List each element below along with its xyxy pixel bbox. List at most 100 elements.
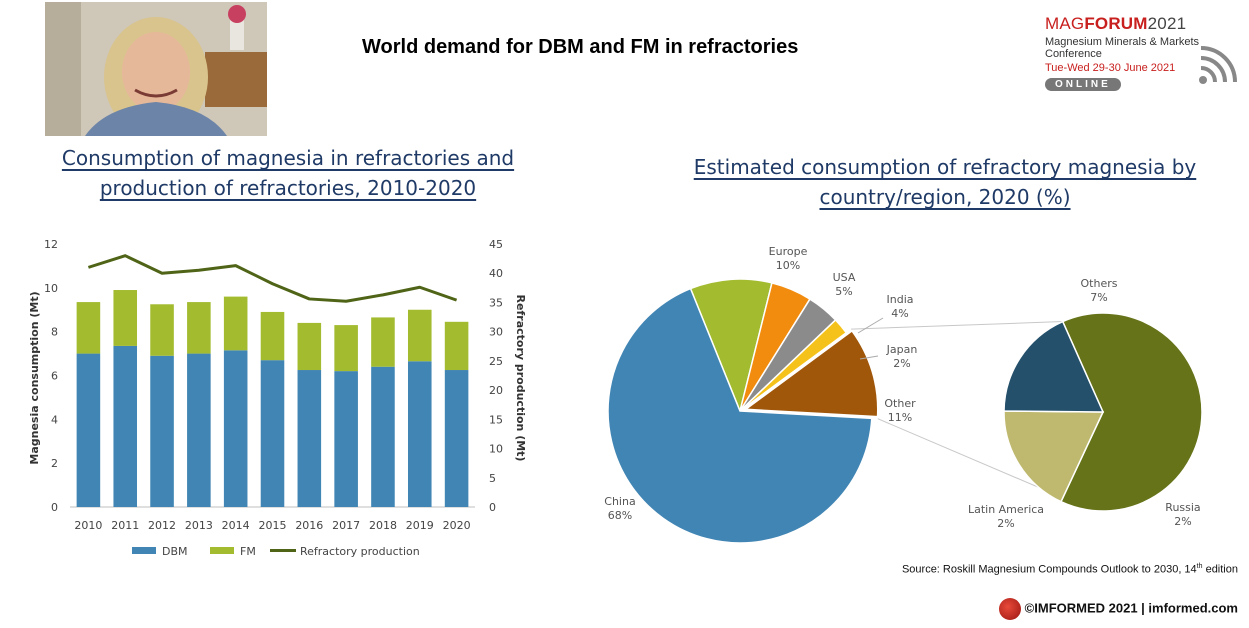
y-tick-label: 2 — [51, 457, 58, 470]
y2-tick-label: 10 — [489, 443, 503, 456]
pie-value-label: 4% — [891, 307, 908, 320]
y2-tick-label: 0 — [489, 501, 496, 514]
other-breakdown-pie — [1003, 312, 1203, 512]
pie-label: USA — [833, 271, 856, 284]
pie-leader-line — [857, 317, 884, 334]
x-tick-label: 2012 — [148, 519, 176, 532]
x-tick-label: 2015 — [259, 519, 287, 532]
bar-dbm — [223, 350, 248, 507]
legend-label: FM — [240, 545, 256, 558]
x-tick-label: 2019 — [406, 519, 434, 532]
y2-tick-label: 20 — [489, 384, 503, 397]
pie-value-label: 10% — [776, 259, 800, 272]
magnesia-by-region-pie-chart: Europe10%USA5%India4%Japan2%Other11%Chin… — [604, 245, 1203, 544]
bar-fm — [297, 322, 322, 371]
pie-label: China — [604, 495, 635, 508]
bar-fm — [260, 311, 285, 361]
y2-tick-label: 40 — [489, 267, 503, 280]
pie-value-label: 5% — [835, 285, 852, 298]
y2-axis-label: Refractory production (Mt) — [514, 295, 527, 462]
pie-label: Europe — [769, 245, 808, 258]
bar-dbm — [187, 353, 211, 507]
subpie-value-label: 7% — [1090, 291, 1107, 304]
subpie-value-label: 2% — [1174, 515, 1191, 528]
y-tick-label: 6 — [51, 370, 58, 383]
presenter-webcam-video — [45, 2, 267, 136]
bar-dbm — [334, 371, 358, 507]
subpie-label: Latin America — [968, 503, 1044, 516]
y-tick-label: 4 — [51, 413, 58, 426]
y-axis-label: Magnesia consumption (Mt) — [28, 291, 41, 464]
bar-fm — [187, 302, 211, 354]
bar-dbm — [76, 353, 101, 507]
subpie-slice-others — [1060, 312, 1203, 512]
magnesia-consumption-bar-chart: 0 2 4 6 8 10 12 0 5 10 15 20 25 30 35 40 45 2010 2011 2012 2… — [28, 238, 527, 558]
pie-slice-other — [743, 329, 879, 418]
bar-dbm — [297, 370, 322, 507]
bar-fm — [76, 302, 101, 354]
left-chart-subtitle: Consumption of magnesia in refractories … — [61, 146, 515, 200]
legend-swatch — [132, 547, 156, 554]
pie-leader-line — [859, 355, 879, 360]
line-refractory-production — [87, 254, 458, 303]
subpie-label: Russia — [1165, 501, 1200, 514]
y2-tick-label: 45 — [489, 238, 503, 251]
source-note: Source: Roskill Magnesium Compounds Outl… — [901, 563, 1238, 576]
subpie-slice-latin-america — [1003, 320, 1105, 413]
y-tick-label: 0 — [51, 501, 58, 514]
x-tick-label: 2011 — [111, 519, 139, 532]
y-tick-label: 12 — [44, 238, 58, 251]
magforum-logo: MAGFORUM2021 Magnesium Minerals & Market… — [1045, 14, 1245, 91]
legend-swatch — [210, 547, 234, 554]
imformed-logo-icon — [998, 598, 1021, 620]
x-tick-label: 2020 — [443, 519, 471, 532]
subpie-value-label: 2% — [997, 517, 1014, 530]
bar-chart-legend: DBM FM Refractory production — [132, 545, 420, 558]
copyright-footer: ©IMFORMED 2021 | imformed.com — [980, 598, 1238, 620]
pie-slice-japan — [739, 318, 848, 412]
logo-name: MAGFORUM2021 — [1045, 14, 1187, 33]
bar-fm — [371, 317, 395, 367]
x-tick-label: 2013 — [185, 519, 213, 532]
y-tick-label: 10 — [44, 282, 58, 295]
main-pie — [607, 278, 879, 544]
logo-online-badge: ONLINE — [1045, 78, 1121, 91]
bar-dbm — [371, 366, 395, 507]
bar-chart-bars — [76, 290, 469, 507]
subpie-label: Others — [1081, 277, 1118, 290]
pie-label: India — [887, 293, 914, 306]
connector-line — [851, 321, 1063, 330]
bar-dbm — [444, 370, 469, 507]
bar-dbm — [150, 355, 174, 507]
y2-tick-label: 5 — [489, 472, 496, 485]
pie-value-label: 11% — [888, 411, 912, 424]
x-tick-label: 2018 — [369, 519, 397, 532]
x-tick-label: 2016 — [295, 519, 323, 532]
pie-value-label: 68% — [608, 509, 632, 522]
bar-fm — [444, 321, 469, 371]
pie-slice-europe — [689, 278, 773, 414]
bar-fm — [407, 309, 432, 362]
bar-fm — [334, 325, 358, 372]
legend-label: DBM — [162, 545, 188, 558]
x-tick-label: 2010 — [74, 519, 102, 532]
pie-value-label: 2% — [893, 357, 910, 370]
y2-tick-label: 25 — [489, 355, 503, 368]
pie-slice-china — [607, 287, 873, 544]
bar-fm — [113, 290, 138, 346]
pie-labels: Europe10%USA5%India4%Japan2%Other11%Chin… — [604, 245, 1200, 530]
bar-dbm — [407, 361, 432, 507]
presenter-silhouette — [45, 2, 267, 136]
subpie-slice-russia — [1003, 410, 1105, 503]
bar-dbm — [113, 345, 138, 507]
logo-dates: Tue-Wed 29-30 June 2021 — [1045, 62, 1176, 74]
right-chart-subtitle: Estimated consumption of refractory magn… — [693, 155, 1197, 209]
y-tick-label: 8 — [51, 326, 58, 339]
bar-fm — [150, 304, 174, 356]
y2-tick-label: 30 — [489, 326, 503, 339]
bar-dbm — [260, 360, 285, 507]
legend-label: Refractory production — [300, 545, 420, 558]
logo-subtitle: Magnesium Minerals & Markets Conference — [1045, 36, 1200, 60]
y2-tick-label: 35 — [489, 296, 503, 309]
pie-label: Japan — [886, 343, 918, 356]
